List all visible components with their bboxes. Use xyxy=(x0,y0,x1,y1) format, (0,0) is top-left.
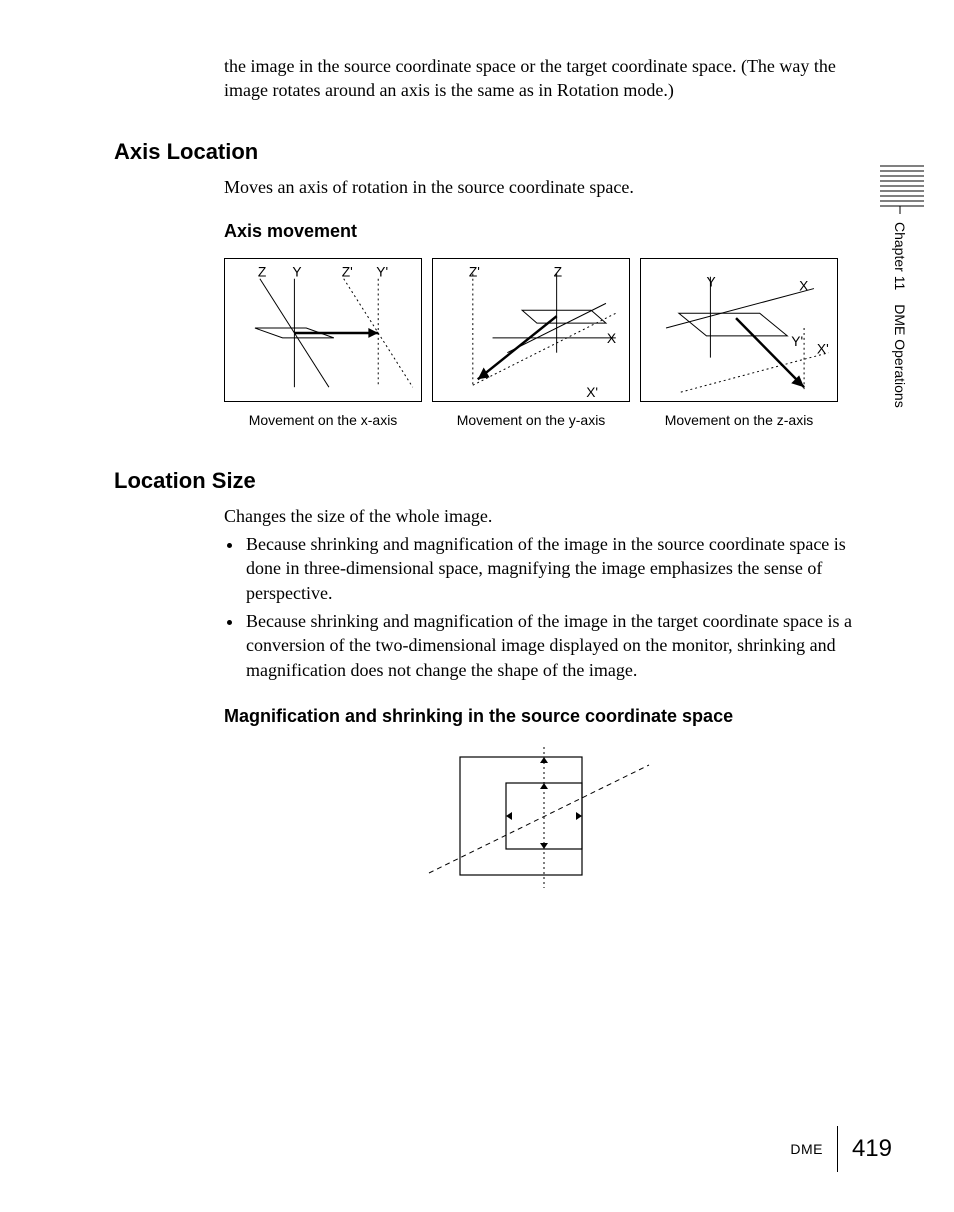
bullet-item: Because shrinking and magnification of t… xyxy=(244,609,854,682)
svg-text:X': X' xyxy=(586,385,598,400)
footer-divider xyxy=(837,1126,838,1172)
svg-text:Z: Z xyxy=(258,265,266,280)
subheading-magnification: Magnification and shrinking in the sourc… xyxy=(224,706,854,727)
diagram-z-axis: Y X Y' X' Movement on the z-axis xyxy=(640,258,838,428)
caption-y-axis: Movement on the y-axis xyxy=(432,412,630,428)
svg-text:Z': Z' xyxy=(342,265,353,280)
caption-z-axis: Movement on the z-axis xyxy=(640,412,838,428)
bullet-item: Because shrinking and magnification of t… xyxy=(244,532,854,605)
svg-text:Z: Z xyxy=(554,265,562,280)
svg-text:X': X' xyxy=(817,342,829,357)
heading-location-size: Location Size xyxy=(114,468,854,494)
side-tab-label: Chapter 11 DME Operations xyxy=(892,222,908,408)
diagram-x-axis: Z Y Z' Y' Movement on the x-axis xyxy=(224,258,422,428)
side-tab: Chapter 11 DME Operations xyxy=(880,160,924,408)
intro-text: the image in the source coordinate space… xyxy=(224,54,854,103)
page-footer: DME 419 xyxy=(790,1126,892,1172)
caption-x-axis: Movement on the x-axis xyxy=(224,412,422,428)
magnification-diagram xyxy=(224,743,854,893)
svg-text:Z': Z' xyxy=(469,265,480,280)
location-size-bullets: Because shrinking and magnification of t… xyxy=(244,532,854,682)
svg-text:X: X xyxy=(607,331,616,346)
subheading-axis-movement: Axis movement xyxy=(224,221,854,242)
location-size-desc: Changes the size of the whole image. xyxy=(224,504,854,528)
svg-text:Y': Y' xyxy=(791,334,803,349)
footer-page-number: 419 xyxy=(852,1135,892,1163)
svg-text:Y: Y xyxy=(706,275,715,290)
diagram-y-axis: Z' Z X X' Movement on the y-axis xyxy=(432,258,630,428)
axis-location-desc: Moves an axis of rotation in the source … xyxy=(224,175,854,199)
heading-axis-location: Axis Location xyxy=(114,139,854,165)
svg-text:X: X xyxy=(799,278,808,293)
footer-section: DME xyxy=(790,1141,823,1157)
svg-text:Y: Y xyxy=(292,265,301,280)
page-content: the image in the source coordinate space… xyxy=(114,54,854,893)
axis-diagrams: Z Y Z' Y' Movement on the x-axis xyxy=(224,258,854,428)
svg-text:Y': Y' xyxy=(376,265,388,280)
side-tab-lines-icon xyxy=(880,160,924,214)
